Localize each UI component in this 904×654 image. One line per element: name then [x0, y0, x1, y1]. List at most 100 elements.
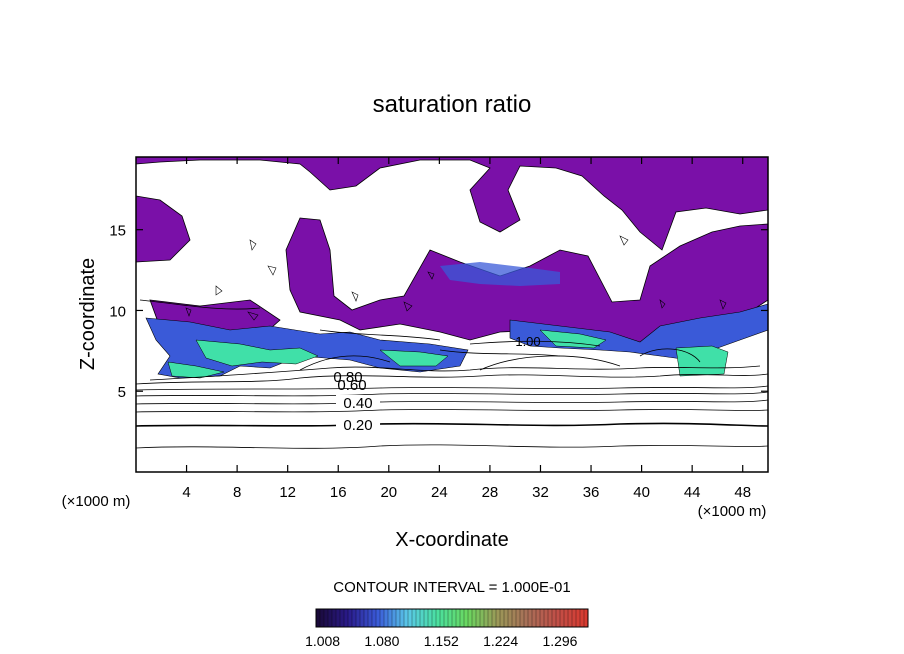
colorbar-cell [343, 608, 349, 628]
colorbar-cell [535, 608, 541, 628]
colorbar-cell [419, 608, 425, 628]
colorbar-cell [431, 608, 437, 628]
plot-frame [135, 156, 769, 473]
colorbar-tick-label: 1.224 [483, 633, 518, 649]
colorbar-cell [551, 608, 557, 628]
colorbar-cell [507, 608, 513, 628]
colorbar-cell [387, 608, 393, 628]
colorbar-cell [523, 608, 529, 628]
colorbar-tick-label: 1.008 [305, 633, 340, 649]
colorbar-cell [391, 608, 397, 628]
colorbar-cell [335, 608, 341, 628]
colorbar-cell [511, 608, 517, 628]
colorbar-cell [375, 608, 381, 628]
colorbar-cell [439, 608, 445, 628]
colorbar-cell [347, 608, 353, 628]
colorbar-cell [371, 608, 377, 628]
colorbar-cell [531, 608, 537, 628]
colorbar-cell [383, 608, 389, 628]
y-axis: 5 10 15 [109, 223, 768, 401]
colorbar-tick-labels: 1.008 1.080 1.152 1.224 1.296 [305, 633, 578, 649]
x-tick-label: 28 [482, 484, 499, 501]
x-tick-label: 32 [532, 484, 549, 501]
colorbar-cell [319, 608, 325, 628]
contour-label: 0.60 [337, 377, 366, 394]
supersaturated-region-left [136, 195, 191, 263]
colorbar-cell [315, 608, 321, 628]
contour-label: 0.40 [343, 395, 372, 412]
colorbar-cell [459, 608, 465, 628]
colorbar-cell [331, 608, 337, 628]
colorbar-cell [479, 608, 485, 628]
colorbar-cell [451, 608, 457, 628]
supersaturated-core-b [379, 349, 449, 367]
supersaturated-band-blue-upper [440, 262, 560, 286]
colorbar-cell [527, 608, 533, 628]
x-tick-label: 20 [380, 484, 397, 501]
colorbar-cell [499, 608, 505, 628]
x-tick-label: 44 [684, 484, 701, 501]
colorbar-cell [359, 608, 365, 628]
y-tick-label: 5 [118, 384, 126, 401]
colorbar-cell [515, 608, 521, 628]
colorbar-frame [315, 608, 589, 628]
supersaturated-core-a [195, 339, 319, 367]
colorbar-cell [563, 608, 569, 628]
colorbar-cell [423, 608, 429, 628]
colorbar-cell [491, 608, 497, 628]
x-tick-label: 36 [583, 484, 600, 501]
colorbar-cell [435, 608, 441, 628]
x-tick-label: 12 [279, 484, 296, 501]
colorbar-cell [475, 608, 481, 628]
heatmap-field [136, 157, 768, 449]
y-axis-label: Z-coordinate [77, 258, 99, 370]
x-tick-label: 8 [233, 484, 241, 501]
colorbar-cell [575, 608, 581, 628]
x-tick-label: 40 [633, 484, 650, 501]
colorbar-cell [503, 608, 509, 628]
colorbar-cell [367, 608, 373, 628]
supersaturated-core-d [539, 329, 607, 349]
contour-speckles [185, 235, 727, 321]
contour-label: 0.20 [343, 417, 372, 434]
colorbar-cell [555, 608, 561, 628]
colorbar-cell [399, 608, 405, 628]
colorbar-cell [495, 608, 501, 628]
y-tick-label: 10 [109, 303, 126, 320]
colorbar-tick-label: 1.080 [364, 633, 399, 649]
contour-label-group: 0.20 0.40 0.60 0.80 1.00 [333, 334, 540, 434]
colorbar-cell [567, 608, 573, 628]
supersaturated-core-e [167, 361, 225, 379]
colorbar-cell [559, 608, 565, 628]
colorbar-cell [407, 608, 413, 628]
supersaturated-core-c [675, 345, 729, 377]
x-tick-label: 48 [734, 484, 751, 501]
x-tick-label: 16 [330, 484, 347, 501]
colorbar-cell [415, 608, 421, 628]
x-axis: 4 8 12 16 20 24 28 32 36 40 44 48 [182, 157, 751, 501]
colorbar-cell [411, 608, 417, 628]
x-tick-label: 4 [182, 484, 190, 501]
colorbar-cell [539, 608, 545, 628]
colorbar-cell [447, 608, 453, 628]
contour-label: 0.80 [333, 369, 362, 386]
colorbar-cell [355, 608, 361, 628]
colorbar-cell [467, 608, 473, 628]
colorbar-cell [351, 608, 357, 628]
colorbar-cell [547, 608, 553, 628]
colorbar-cell [427, 608, 433, 628]
colorbar-cell [471, 608, 477, 628]
colorbar-cell [323, 608, 329, 628]
colorbar-cell [463, 608, 469, 628]
contour-label: 1.00 [515, 334, 540, 349]
z-unit-label: (×1000 m) [62, 493, 131, 510]
colorbar-cell [339, 608, 345, 628]
colorbar-cell [455, 608, 461, 628]
colorbar-tick-label: 1.296 [542, 633, 577, 649]
colorbar-cell [395, 608, 401, 628]
colorbar-cell [519, 608, 525, 628]
colorbar [315, 608, 589, 628]
colorbar-cell [483, 608, 489, 628]
x-tick-label: 24 [431, 484, 448, 501]
